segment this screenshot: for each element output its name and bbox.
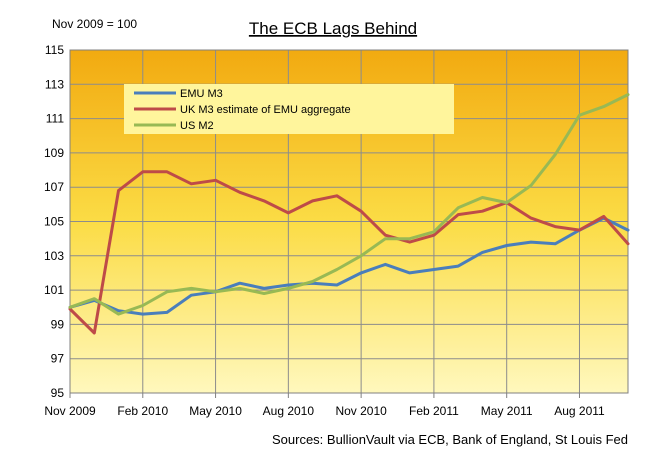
y-tick-label: 99 [51, 317, 65, 331]
y-tick-label: 113 [45, 77, 64, 91]
x-axis-ticks: Nov 2009 Feb 2010 May 2010 Aug 2010 Nov 2010… [44, 393, 605, 418]
x-tick-label: May 2010 [189, 404, 242, 418]
x-tick-label: Aug 2010 [263, 404, 315, 418]
source-note: Sources: BullionVault via ECB, Bank of E… [272, 432, 628, 447]
x-tick-label: Nov 2009 [44, 404, 96, 418]
legend: EMU M3 UK M3 estimate of EMU aggregate U… [124, 84, 454, 134]
x-tick-label: May 2011 [481, 404, 533, 418]
legend-label-emu-m3: EMU M3 [180, 88, 223, 100]
legend-box [124, 84, 454, 134]
y-tick-label: 97 [51, 352, 65, 366]
y-axis-ticks: 95 97 99 101 103 105 107 109 111 113 115 [44, 43, 64, 400]
y-tick-label: 107 [44, 180, 64, 194]
x-tick-label: Feb 2010 [117, 404, 168, 418]
series-line-us-m2 [68, 93, 630, 316]
x-tick-label: Aug 2011 [554, 404, 605, 418]
series-line-uk-m3 [68, 170, 630, 335]
legend-label-us-m2: US M2 [180, 120, 214, 132]
series-line-emu-m3 [68, 216, 630, 316]
y-tick-label: 115 [45, 43, 64, 57]
chart-title: The ECB Lags Behind [249, 19, 417, 38]
legend-label-uk-m3: UK M3 estimate of EMU aggregate [180, 104, 351, 116]
y-tick-label: 103 [44, 249, 64, 263]
x-tick-label: Feb 2011 [409, 404, 459, 418]
y-tick-label: 111 [46, 112, 65, 126]
y-tick-label: 105 [44, 215, 64, 229]
x-tick-label: Nov 2010 [335, 404, 387, 418]
y-tick-label: 101 [44, 283, 64, 297]
plot-border [69, 49, 629, 394]
y-tick-label: 95 [51, 386, 65, 400]
series-lines [68, 93, 630, 335]
y-tick-label: 109 [44, 146, 64, 160]
index-note: Nov 2009 = 100 [52, 17, 137, 31]
